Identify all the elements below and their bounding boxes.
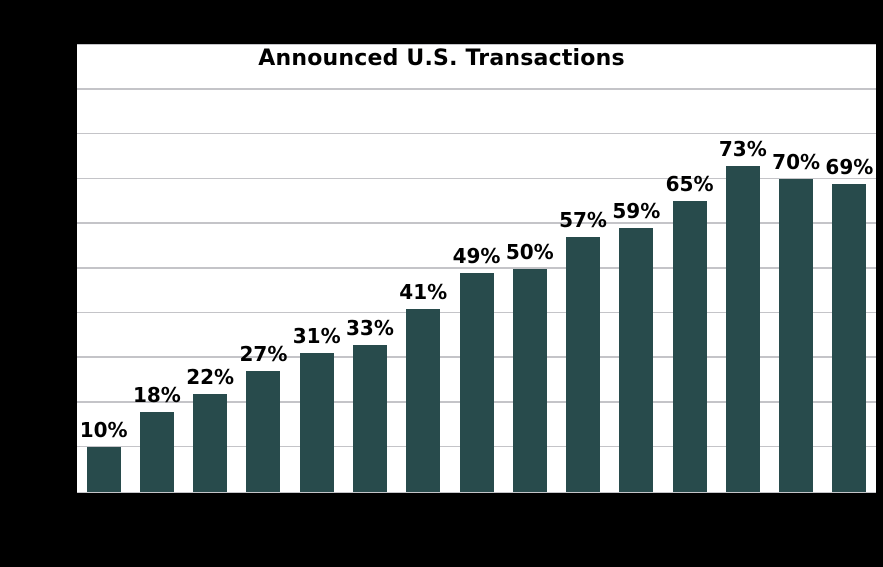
bar-value-label-2: 18% xyxy=(132,382,181,407)
bar-6 xyxy=(352,344,387,492)
bar-4 xyxy=(246,371,281,492)
bar-8 xyxy=(459,272,494,492)
bar-value-label-6: 33% xyxy=(346,315,394,340)
bar-15 xyxy=(832,183,867,492)
bar-value-label-11: 59% xyxy=(612,199,661,224)
bar-14 xyxy=(779,179,814,492)
bar-value-label-13: 73% xyxy=(718,136,767,161)
bar-value-label-9: 50% xyxy=(505,239,554,264)
bar-7 xyxy=(406,308,441,492)
gridline-50 xyxy=(77,267,876,269)
bar-9 xyxy=(512,268,547,492)
bar-3 xyxy=(193,393,228,492)
bar-value-label-3: 22% xyxy=(186,364,235,389)
bar-2 xyxy=(139,411,174,492)
bar-value-label-8: 49% xyxy=(452,243,501,268)
plot-area: 10% 18% 22% 27% 31% 33% 41% 49% 50% 57% 59% 65% 73% 7… xyxy=(77,44,876,493)
bar-value-label-7: 41% xyxy=(399,279,448,304)
gridline-60 xyxy=(77,222,876,224)
bar-value-label-5: 31% xyxy=(292,324,341,349)
gridline-70 xyxy=(77,177,876,180)
gridline-80 xyxy=(77,132,876,135)
bar-11 xyxy=(619,228,654,492)
bar-value-label-14: 70% xyxy=(772,150,821,175)
bar-value-label-1: 10% xyxy=(79,418,128,443)
bar-value-label-15: 69% xyxy=(825,154,874,179)
bar-value-label-12: 65% xyxy=(665,172,714,197)
bar-value-label-4: 27% xyxy=(239,342,288,367)
bar-value-label-10: 57% xyxy=(559,208,607,233)
bar-1 xyxy=(86,447,121,492)
bar-12 xyxy=(672,201,707,492)
chart-title: Announced U.S. Transactions xyxy=(258,46,625,71)
gridline-90 xyxy=(77,88,876,90)
bar-10 xyxy=(566,237,601,492)
bar-13 xyxy=(725,165,760,492)
bar-5 xyxy=(299,353,334,492)
